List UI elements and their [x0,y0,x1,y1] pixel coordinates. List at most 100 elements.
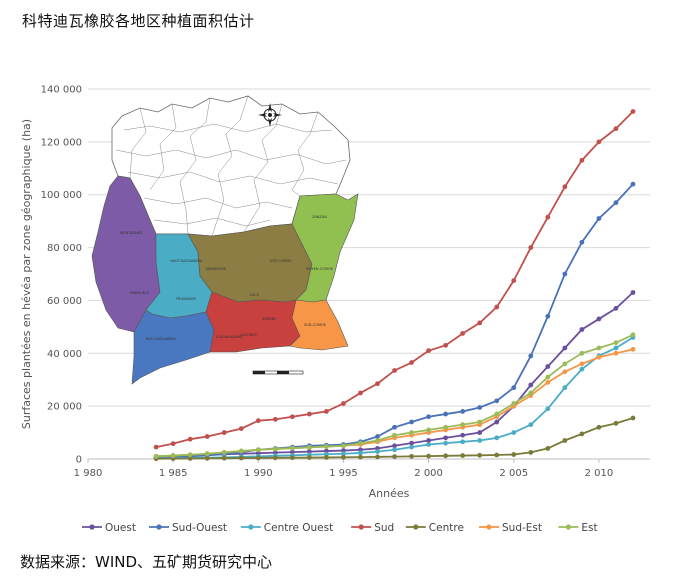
data-point [358,450,363,456]
data-point [494,435,500,441]
data-point [579,350,585,356]
data-point [613,305,619,311]
data-point [204,434,210,439]
data-point [511,385,517,391]
data-point [341,443,346,449]
data-point [460,439,466,445]
data-point [409,444,414,450]
data-point [409,430,414,435]
data-point [545,406,551,412]
data-point [187,456,193,461]
data-point [272,455,278,461]
data-point [528,382,534,388]
legend-swatch-marker [565,524,572,530]
data-point [511,401,517,406]
data-point [494,304,500,310]
x-tick-label: 1 985 [159,468,188,479]
data-point [426,453,432,459]
data-point [204,451,210,457]
data-point [289,455,295,461]
data-point [562,369,568,375]
map-label: FROMAGER [176,297,196,301]
data-point [324,455,329,460]
data-point [477,430,483,435]
data-point [630,415,636,421]
data-point [460,409,466,414]
x-tick-label: 1 990 [244,468,273,479]
data-point [596,345,602,351]
data-point [375,381,380,387]
data-point [289,414,295,420]
data-point [579,366,585,372]
legend-swatch-marker [413,524,419,530]
data-point [426,414,432,420]
legend-item: Sud-Ouest [149,522,227,534]
data-point [426,442,432,447]
y-tick-label: 80 000 [47,243,82,254]
data-point [392,368,397,373]
legend-swatch-marker [358,524,364,530]
data-point [392,447,397,453]
data-point [477,320,483,326]
data-point [613,340,619,346]
map-label: BAS-SASSANDRA [146,337,176,341]
data-point [409,453,414,459]
compass-icon [258,103,282,127]
data-point [426,348,432,354]
y-tick-label: 40 000 [47,349,82,360]
map-label: HAUT-SASSANDRA [170,259,203,263]
y-tick-label: 100 000 [41,190,82,201]
data-point [528,353,534,359]
map-region-sud-ouest [131,309,215,385]
map-region-sud-est [289,299,349,351]
data-point [596,424,602,430]
map-label: ZANZAN [312,215,327,219]
data-point [204,455,210,461]
data-point [494,398,500,404]
x-tick-label: 2 000 [414,468,443,479]
data-point [630,109,636,114]
data-point [255,455,261,461]
data-point [324,409,329,414]
data-point [596,139,602,145]
legend-swatch-marker [486,524,492,530]
legend-swatch-marker [89,524,95,530]
data-point [272,446,278,452]
data-point [579,327,585,332]
data-point [630,181,636,187]
legend-swatch-marker [248,524,254,530]
legend-item: Sud [351,522,394,534]
data-point [511,278,517,284]
data-point [630,332,636,338]
series-centre [153,415,636,462]
map-label: DENGUELE [130,291,149,295]
data-point [562,438,568,443]
map-region-labels: MONTAGNES HAUT-SASSANDRA MARAHOUE ZANZAN… [120,215,333,341]
legend-label: Centre [429,522,464,534]
data-point [562,361,568,367]
data-point [477,405,483,410]
data-point [460,331,466,336]
data-point [392,454,397,460]
legend-label: Sud-Ouest [172,522,227,534]
data-point [528,245,534,250]
data-point [613,345,619,351]
data-point [613,200,619,206]
legend-label: Sud-Est [502,522,542,534]
legend-item: Ouest [82,522,136,534]
data-point [579,157,585,163]
data-point [324,444,329,449]
x-axis-title: Années [369,487,410,500]
x-tick-label: 2 010 [585,468,614,479]
x-tick-label: 1 995 [329,468,358,479]
data-point [596,354,602,360]
data-point [443,424,449,430]
data-point [358,390,363,396]
data-point [341,454,346,460]
legend-item: Centre [405,522,464,534]
data-point [170,441,176,447]
data-point [562,345,568,351]
series-sud [153,109,636,450]
legend-item: Sud-Est [479,522,542,534]
data-point [238,448,244,454]
